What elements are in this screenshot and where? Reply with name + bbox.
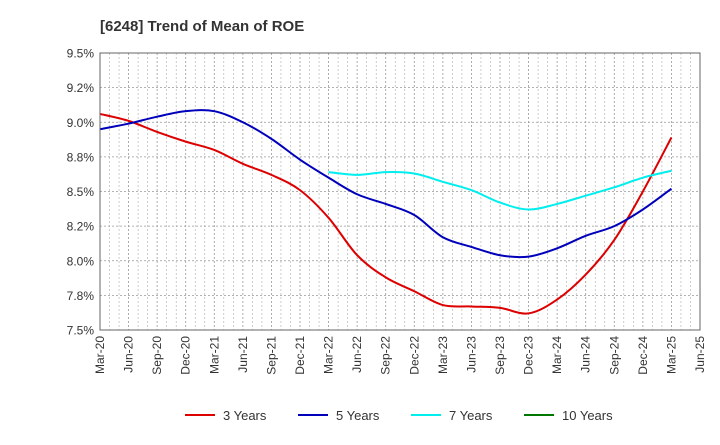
- legend: 3 Years 5 Years 7 Years 10 Years: [185, 408, 613, 423]
- x-tick-label: Sep-22: [379, 336, 393, 375]
- y-tick-label: 9.0%: [67, 116, 95, 130]
- series-line-3-years: [99, 112, 673, 315]
- x-tick-label: Mar-24: [550, 336, 564, 374]
- series-layer: [99, 109, 673, 315]
- x-tick-label: Jun-24: [579, 336, 593, 373]
- chart-title: [6248] Trend of Mean of ROE: [100, 18, 304, 35]
- plot-frame: [99, 52, 701, 331]
- x-tick-label: Jun-20: [122, 336, 136, 373]
- y-tick-label: 8.2%: [67, 220, 95, 234]
- x-tick-label: Mar-25: [664, 336, 678, 374]
- legend-label-3-years: 3 Years: [223, 408, 267, 423]
- x-tick-label: Mar-23: [436, 336, 450, 374]
- y-tick-label: 7.5%: [67, 324, 95, 338]
- x-tick-label: Jun-22: [350, 336, 364, 373]
- x-tick-label: Dec-24: [636, 336, 650, 375]
- y-tick-label: 9.5%: [67, 47, 95, 61]
- series-line-5-years: [99, 109, 673, 259]
- x-tick-label: Mar-21: [207, 336, 221, 374]
- x-tick-label: Mar-20: [93, 336, 107, 374]
- series-line-7-years: [328, 169, 672, 211]
- legend-label-5-years: 5 Years: [336, 408, 380, 423]
- y-tick-label: 8.8%: [67, 150, 95, 164]
- y-tick-label: 9.2%: [67, 81, 95, 95]
- x-tick-label: Mar-22: [322, 336, 336, 374]
- x-tick-label: Sep-20: [150, 336, 164, 375]
- x-tick-label: Dec-22: [407, 336, 421, 375]
- grid-layer: [99, 52, 701, 331]
- x-tick-label: Sep-21: [264, 336, 278, 375]
- x-tick-label: Jun-21: [236, 336, 250, 373]
- y-axis: 7.5% 7.8% 8.0% 8.2% 8.5% 8.8% 9.0% 9.2% 9.5%: [67, 47, 95, 338]
- x-tick-label: Jun-23: [464, 336, 478, 373]
- x-tick-label: Sep-24: [607, 336, 621, 375]
- y-tick-label: 7.8%: [67, 289, 95, 303]
- x-tick-label: Jun-25: [693, 336, 707, 373]
- legend-label-7-years: 7 Years: [449, 408, 493, 423]
- x-tick-label: Dec-20: [179, 336, 193, 375]
- y-tick-label: 8.0%: [67, 254, 95, 268]
- legend-label-10-years: 10 Years: [562, 408, 613, 423]
- x-tick-label: Sep-23: [493, 336, 507, 375]
- x-axis: Mar-20 Jun-20 Sep-20 Dec-20 Mar-21 Jun-21 Sep-…: [93, 336, 707, 375]
- x-tick-label: Dec-23: [522, 336, 536, 375]
- x-tick-label: Dec-21: [293, 336, 307, 375]
- y-tick-label: 8.5%: [67, 185, 95, 199]
